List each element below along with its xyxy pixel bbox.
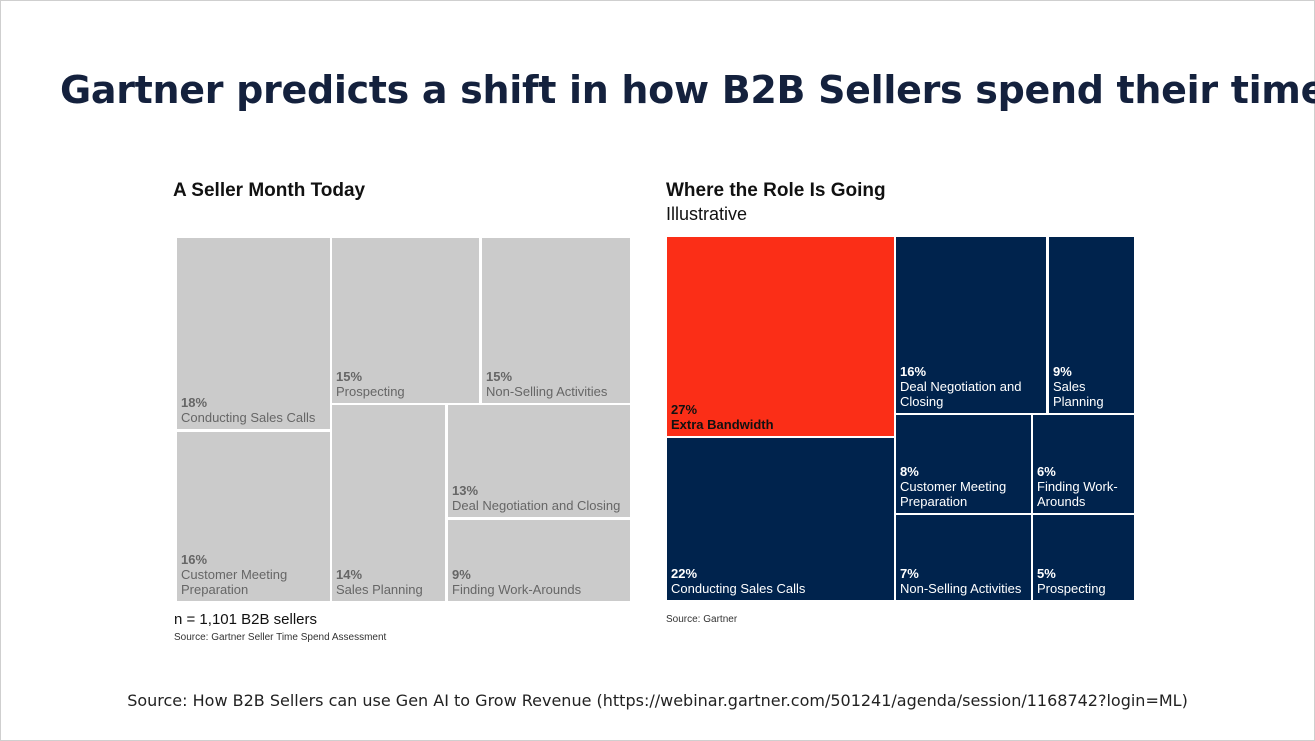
cell-label: 16% Deal Negotiation and Closing	[900, 364, 1040, 409]
cell-label: 18% Conducting Sales Calls	[181, 395, 315, 425]
cell-label: 15% Prospecting	[336, 369, 405, 399]
cell-percent: 9%	[1053, 364, 1072, 379]
cell-percent: 18%	[181, 395, 208, 410]
treemap-cell: 16% Customer Meeting Preparation	[177, 432, 330, 601]
cell-percent: 27%	[671, 402, 698, 417]
cell-label: 22% Conducting Sales Calls	[671, 566, 805, 596]
treemap-cell: 8% Customer Meeting Preparation	[896, 415, 1031, 513]
cell-label: 13% Deal Negotiation and Closing	[452, 483, 620, 513]
treemap-cell: 6% Finding Work-Arounds	[1033, 415, 1134, 513]
cell-category: Non-Selling Activities	[900, 581, 1022, 596]
treemap-cell: 15% Non-Selling Activities	[482, 238, 630, 403]
cell-label: 27% Extra Bandwidth	[671, 402, 774, 432]
cell-category: Prospecting	[1037, 581, 1106, 596]
treemap-cell: 9% Sales Planning	[1049, 237, 1134, 413]
left-treemap: 18% Conducting Sales Calls 16% Customer Mee…	[175, 236, 631, 602]
cell-category: Deal Negotiation and Closing	[452, 498, 621, 513]
cell-percent: 22%	[671, 566, 698, 581]
cell-percent: 16%	[181, 552, 208, 567]
cell-category: Customer Meeting Preparation	[900, 479, 1007, 509]
cell-label: 9% Finding Work-Arounds	[452, 567, 581, 597]
right-treemap: 27% Extra Bandwidth 22% Conducting Sales Ca…	[666, 236, 1135, 601]
cell-label: 14% Sales Planning	[336, 567, 423, 597]
cell-label: 5% Prospecting	[1037, 566, 1106, 596]
cell-category: Sales Planning	[336, 582, 423, 597]
cell-label: 8% Customer Meeting Preparation	[900, 464, 1025, 509]
treemap-cell: 22% Conducting Sales Calls	[667, 438, 894, 600]
left-chart-title: A Seller Month Today	[173, 180, 366, 201]
left-chart-source: Source: Gartner Seller Time Spend Assess…	[174, 632, 387, 643]
cell-category: Finding Work-Arounds	[452, 582, 582, 597]
treemap-cell: 16% Deal Negotiation and Closing	[896, 237, 1046, 413]
cell-percent: 5%	[1037, 566, 1056, 581]
right-chart-subtitle: Illustrative	[666, 204, 748, 224]
footer-source: Source: How B2B Sellers can use Gen AI t…	[127, 691, 1188, 710]
cell-percent: 9%	[452, 567, 471, 582]
treemap-cell: 14% Sales Planning	[332, 405, 445, 601]
treemap-cell: 5% Prospecting	[1033, 515, 1134, 600]
cell-label: 15% Non-Selling Activities	[486, 369, 607, 399]
cell-category: Extra Bandwidth	[671, 417, 774, 432]
treemap-cell: 7% Non-Selling Activities	[896, 515, 1031, 600]
sample-size-note: n = 1,101 B2B sellers	[174, 611, 318, 628]
cell-category: Deal Negotiation and Closing	[900, 379, 1022, 409]
slide-title: Gartner predicts a shift in how B2B Sell…	[60, 68, 1315, 112]
cell-label: 6% Finding Work-Arounds	[1037, 464, 1128, 509]
treemap-cell: 9% Finding Work-Arounds	[448, 520, 630, 601]
cell-percent: 8%	[900, 464, 919, 479]
cell-category: Non-Selling Activities	[486, 384, 608, 399]
cell-category: Conducting Sales Calls	[181, 410, 316, 425]
cell-category: Prospecting	[336, 384, 405, 399]
cell-percent: 15%	[486, 369, 513, 384]
cell-percent: 6%	[1037, 464, 1056, 479]
cell-percent: 13%	[452, 483, 479, 498]
cell-percent: 14%	[336, 567, 363, 582]
cell-label: 16% Customer Meeting Preparation	[181, 552, 324, 597]
treemap-cell: 27% Extra Bandwidth	[667, 237, 894, 436]
right-chart-source: Source: Gartner	[666, 614, 738, 625]
cell-category: Conducting Sales Calls	[671, 581, 806, 596]
right-chart-title: Where the Role Is Going	[666, 180, 886, 201]
cell-category: Finding Work-Arounds	[1037, 479, 1118, 509]
treemap-cell: 18% Conducting Sales Calls	[177, 238, 330, 429]
cell-category: Sales Planning	[1053, 379, 1104, 409]
cell-label: 7% Non-Selling Activities	[900, 566, 1021, 596]
cell-percent: 16%	[900, 364, 927, 379]
cell-label: 9% Sales Planning	[1053, 364, 1128, 409]
cell-percent: 7%	[900, 566, 919, 581]
cell-category: Customer Meeting Preparation	[181, 567, 288, 597]
cell-percent: 15%	[336, 369, 363, 384]
treemap-cell: 15% Prospecting	[332, 238, 479, 403]
treemap-cell: 13% Deal Negotiation and Closing	[448, 405, 630, 517]
